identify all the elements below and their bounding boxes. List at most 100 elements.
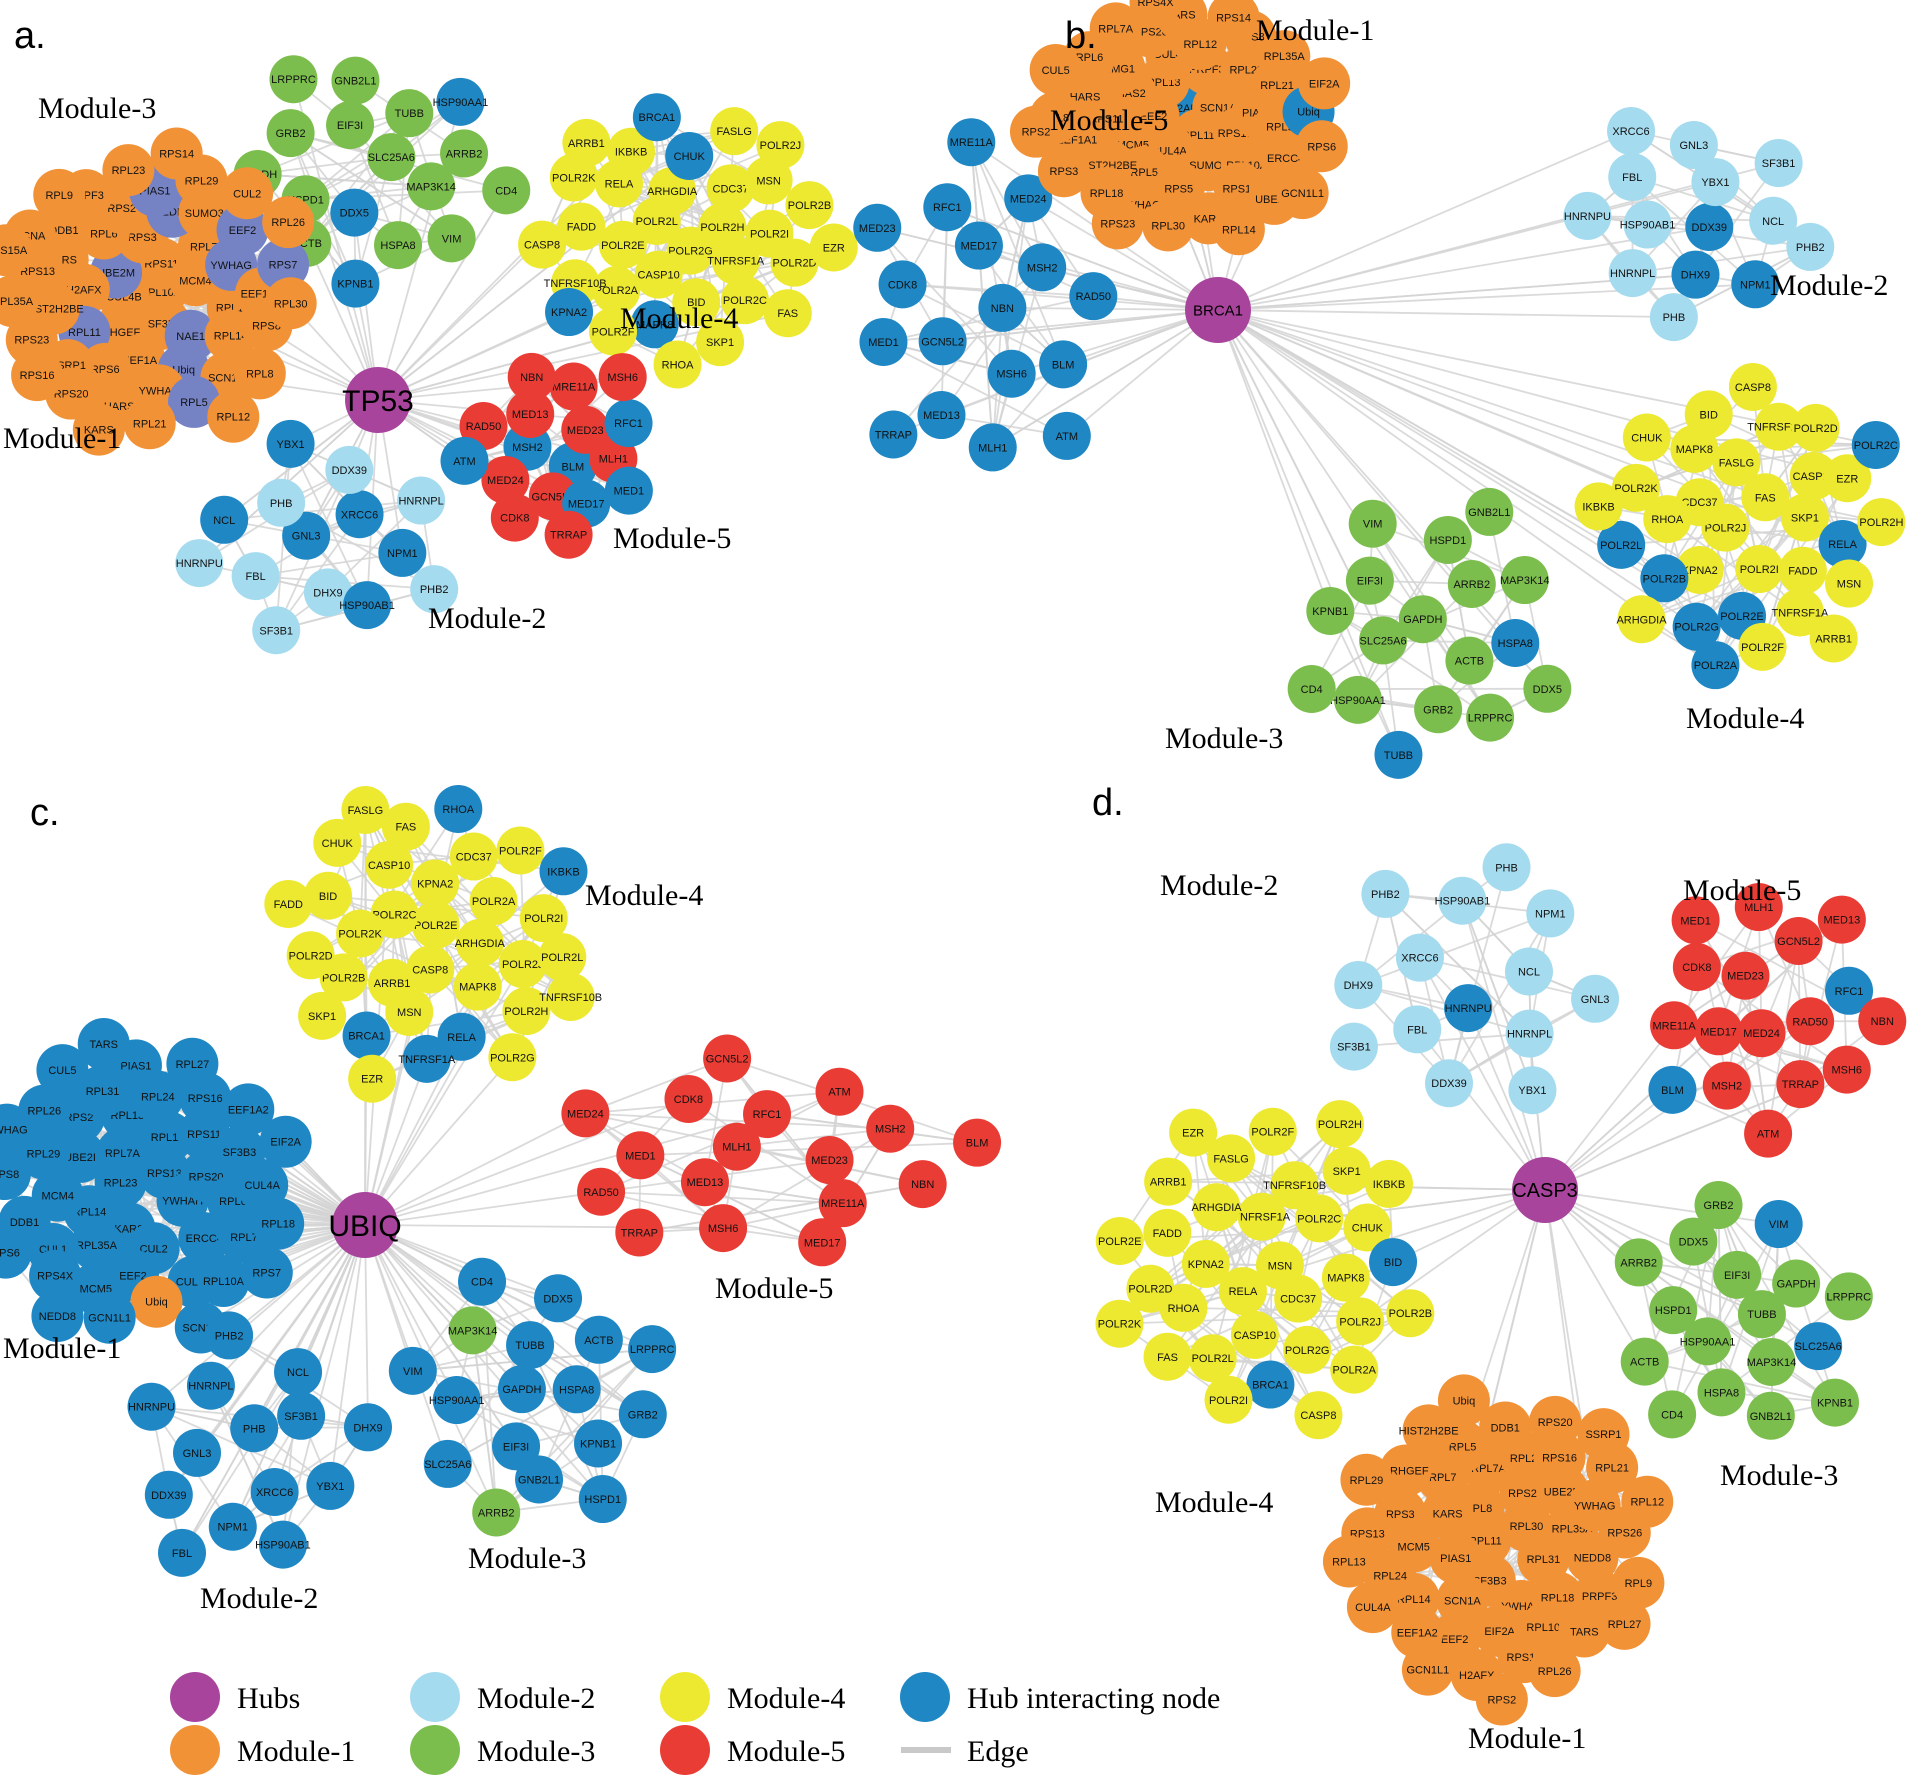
node-ATM[interactable]: ATM: [440, 436, 489, 485]
node-FASLG[interactable]: FASLG: [1712, 438, 1761, 487]
node-FASLG[interactable]: FASLG: [710, 107, 759, 156]
node-RHOA[interactable]: RHOA: [434, 784, 483, 833]
node-RPL21[interactable]: RPL21: [123, 397, 176, 450]
node-EZR[interactable]: EZR: [348, 1054, 397, 1103]
node-CDK8[interactable]: CDK8: [878, 260, 927, 309]
node-POLR2D[interactable]: POLR2D: [1791, 403, 1840, 452]
node-RPL13[interactable]: RPL13: [1322, 1535, 1375, 1588]
node-XRCC6[interactable]: XRCC6: [1607, 107, 1656, 156]
node-RFC1[interactable]: RFC1: [604, 399, 653, 448]
node-EIF2A[interactable]: EIF2A: [259, 1115, 312, 1168]
node-ARRB2[interactable]: ARRB2: [1447, 560, 1496, 609]
node-RAD50[interactable]: RAD50: [1786, 997, 1835, 1046]
node-MAP3K14[interactable]: MAP3K14: [1500, 556, 1550, 605]
node-RPL26[interactable]: RPL26: [262, 196, 315, 249]
node-RPL30[interactable]: RPL30: [1142, 199, 1195, 252]
node-ARRB2[interactable]: ARRB2: [472, 1488, 521, 1537]
node-ACTB[interactable]: ACTB: [1445, 636, 1494, 685]
node-MAP3K14[interactable]: MAP3K14: [448, 1306, 498, 1355]
node-KPNA2[interactable]: KPNA2: [411, 859, 460, 908]
node-CDK8[interactable]: CDK8: [490, 493, 539, 542]
node-NCL[interactable]: NCL: [274, 1348, 323, 1397]
node-POLR2F[interactable]: POLR2F: [1248, 1107, 1297, 1156]
node-VIM[interactable]: VIM: [388, 1346, 437, 1395]
node-SLC25A6[interactable]: SLC25A6: [367, 133, 416, 182]
node-RFC1[interactable]: RFC1: [743, 1090, 792, 1139]
node-TRRAP[interactable]: TRRAP: [1776, 1060, 1825, 1109]
node-DDX39[interactable]: DDX39: [1425, 1059, 1474, 1108]
node-TUBB[interactable]: TUBB: [385, 89, 434, 138]
node-RPS6[interactable]: RPS6: [1295, 120, 1348, 173]
node-LRPPRC[interactable]: LRPPRC: [628, 1325, 677, 1374]
node-HNRNPU[interactable]: HNRNPU: [1563, 191, 1612, 240]
node-POLR2J[interactable]: POLR2J: [756, 121, 805, 170]
node-SKP1[interactable]: SKP1: [298, 991, 347, 1040]
node-FADD[interactable]: FADD: [1143, 1208, 1192, 1257]
node-POLR2K[interactable]: POLR2K: [1095, 1299, 1144, 1348]
node-POLR2B[interactable]: POLR2B: [1386, 1289, 1435, 1338]
node-VIM[interactable]: VIM: [1754, 1200, 1803, 1249]
node-MSH2[interactable]: MSH2: [1018, 243, 1067, 292]
node-LRPPRC[interactable]: LRPPRC: [1824, 1272, 1873, 1321]
node-HSPA8[interactable]: HSPA8: [1491, 619, 1540, 668]
node-GNL3[interactable]: GNL3: [173, 1428, 222, 1477]
node-EIF2A[interactable]: EIF2A: [1298, 57, 1351, 110]
node-POLR2I[interactable]: POLR2I: [1735, 545, 1784, 594]
node-NPM1[interactable]: NPM1: [1526, 889, 1575, 938]
node-CD4[interactable]: CD4: [482, 166, 531, 215]
node-HNRNPU[interactable]: HNRNPU: [1444, 984, 1493, 1033]
node-RPS20[interactable]: RPS20: [1529, 1395, 1582, 1448]
node-DDX39[interactable]: DDX39: [325, 445, 374, 494]
hub-node-BRCA1[interactable]: BRCA1: [1185, 277, 1251, 343]
node-RAD50[interactable]: RAD50: [577, 1167, 626, 1216]
hub-node-CASP3[interactable]: CASP3: [1512, 1157, 1578, 1223]
node-ARRB2[interactable]: ARRB2: [440, 129, 489, 178]
node-RPL9[interactable]: RPL9: [33, 168, 86, 221]
node-GCN5L2[interactable]: GCN5L2: [918, 317, 967, 366]
node-CUL4A[interactable]: CUL4A: [1346, 1581, 1399, 1634]
node-GRB2[interactable]: GRB2: [1694, 1181, 1743, 1230]
node-HSPA8[interactable]: HSPA8: [374, 221, 423, 270]
node-BLM[interactable]: BLM: [1648, 1065, 1697, 1114]
node-MRE11A[interactable]: MRE11A: [549, 362, 598, 411]
node-BLM[interactable]: BLM: [1039, 340, 1088, 389]
node-ARRB1[interactable]: ARRB1: [1809, 614, 1858, 663]
node-MLH1[interactable]: MLH1: [968, 423, 1017, 472]
node-POLR2E[interactable]: POLR2E: [411, 900, 460, 949]
node-EIF3I[interactable]: EIF3I: [1713, 1250, 1762, 1299]
node-EIF3I[interactable]: EIF3I: [326, 101, 375, 150]
node-POLR2L[interactable]: POLR2L: [1188, 1334, 1237, 1383]
node-MED13[interactable]: MED13: [1817, 895, 1866, 944]
node-HSP90AA1[interactable]: HSP90AA1: [1330, 675, 1386, 724]
node-POLR2D[interactable]: POLR2D: [286, 931, 335, 980]
node-ACTB[interactable]: ACTB: [1620, 1337, 1669, 1386]
node-BID[interactable]: BID: [1369, 1238, 1418, 1287]
node-ACTB[interactable]: ACTB: [574, 1315, 623, 1364]
node-POLR2L[interactable]: POLR2L: [538, 933, 587, 982]
node-MED23[interactable]: MED23: [1721, 951, 1770, 1000]
node-BLM[interactable]: BLM: [953, 1118, 1002, 1167]
node-DDX5[interactable]: DDX5: [534, 1274, 583, 1323]
node-MED1[interactable]: MED1: [616, 1131, 665, 1180]
node-ATM[interactable]: ATM: [1042, 411, 1091, 460]
node-POLR2A[interactable]: POLR2A: [1691, 641, 1740, 690]
node-KPNB1[interactable]: KPNB1: [331, 259, 380, 308]
node-NBN[interactable]: NBN: [507, 352, 556, 401]
node-HSPD1[interactable]: HSPD1: [578, 1475, 627, 1524]
node-TRRAP[interactable]: TRRAP: [544, 510, 593, 559]
node-PHB[interactable]: PHB: [230, 1404, 279, 1453]
node-DDX39[interactable]: DDX39: [1685, 202, 1734, 251]
node-CASP10[interactable]: CASP10: [1230, 1310, 1279, 1359]
hub-node-TP53[interactable]: TP53: [342, 367, 414, 433]
node-FBL[interactable]: FBL: [158, 1528, 207, 1577]
node-XRCC6[interactable]: XRCC6: [250, 1467, 299, 1516]
node-RPL14[interactable]: RPL14: [1212, 203, 1265, 256]
node-EZR[interactable]: EZR: [1169, 1108, 1218, 1157]
node-GCN1L1[interactable]: GCN1L1: [1276, 167, 1329, 220]
node-TRRAP[interactable]: TRRAP: [615, 1208, 664, 1257]
node-MED13[interactable]: MED13: [917, 391, 966, 440]
node-RPS14[interactable]: RPS14: [150, 127, 203, 180]
node-EIF3I[interactable]: EIF3I: [1345, 556, 1394, 605]
node-HNRNPL[interactable]: HNRNPL: [1608, 249, 1657, 298]
node-Ubiq[interactable]: Ubiq: [130, 1275, 183, 1328]
